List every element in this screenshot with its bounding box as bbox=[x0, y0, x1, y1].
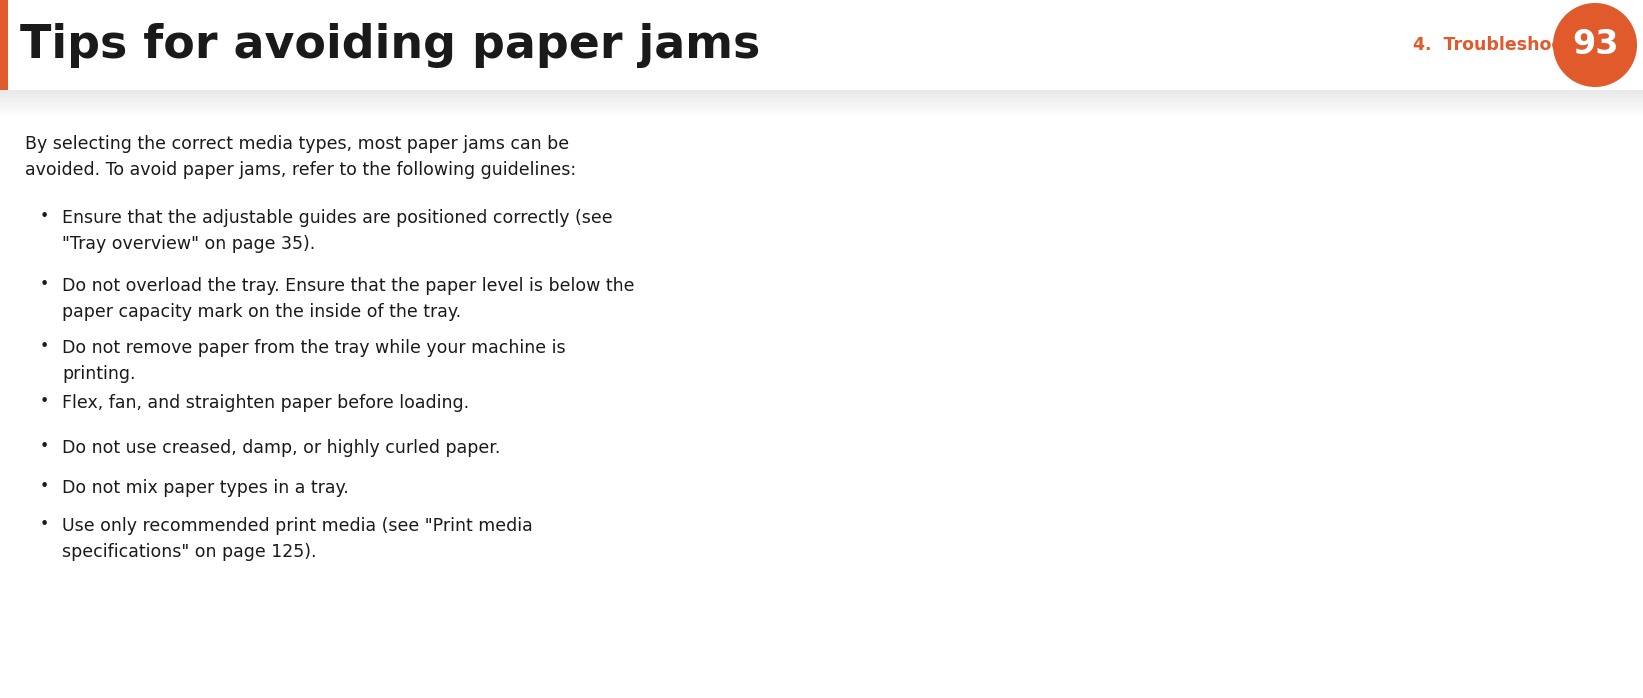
Text: Do not mix paper types in a tray.: Do not mix paper types in a tray. bbox=[62, 479, 348, 497]
Bar bbox=[0, 110, 1643, 112]
Ellipse shape bbox=[1553, 3, 1636, 87]
Text: •: • bbox=[39, 277, 49, 292]
Bar bbox=[0, 95, 1643, 98]
Bar bbox=[0, 98, 1643, 100]
Text: Tips for avoiding paper jams: Tips for avoiding paper jams bbox=[20, 22, 761, 68]
Bar bbox=[0, 93, 1643, 95]
Bar bbox=[0, 100, 1643, 103]
Text: 4.  Troubleshooting: 4. Troubleshooting bbox=[1413, 36, 1602, 54]
Bar bbox=[0, 90, 1643, 93]
Bar bbox=[0, 0, 8, 90]
Text: Use only recommended print media (see "Print media
specifications" on page 125).: Use only recommended print media (see "P… bbox=[62, 517, 532, 560]
Text: Do not use creased, damp, or highly curled paper.: Do not use creased, damp, or highly curl… bbox=[62, 439, 501, 457]
Bar bbox=[0, 107, 1643, 110]
Text: Flex, fan, and straighten paper before loading.: Flex, fan, and straighten paper before l… bbox=[62, 394, 470, 412]
Bar bbox=[0, 0, 1643, 90]
Text: Ensure that the adjustable guides are positioned correctly (see
"Tray overview" : Ensure that the adjustable guides are po… bbox=[62, 209, 613, 253]
Bar bbox=[0, 103, 1643, 105]
Text: •: • bbox=[39, 209, 49, 224]
Text: •: • bbox=[39, 394, 49, 409]
Text: Do not overload the tray. Ensure that the paper level is below the
paper capacit: Do not overload the tray. Ensure that th… bbox=[62, 277, 634, 320]
Text: •: • bbox=[39, 439, 49, 454]
Bar bbox=[0, 105, 1643, 107]
Text: •: • bbox=[39, 517, 49, 532]
Text: 93: 93 bbox=[1572, 29, 1618, 61]
Text: Do not remove paper from the tray while your machine is
printing.: Do not remove paper from the tray while … bbox=[62, 339, 565, 383]
Bar bbox=[0, 112, 1643, 115]
Text: By selecting the correct media types, most paper jams can be
avoided. To avoid p: By selecting the correct media types, mo… bbox=[25, 135, 577, 179]
Text: •: • bbox=[39, 339, 49, 354]
Text: •: • bbox=[39, 479, 49, 494]
